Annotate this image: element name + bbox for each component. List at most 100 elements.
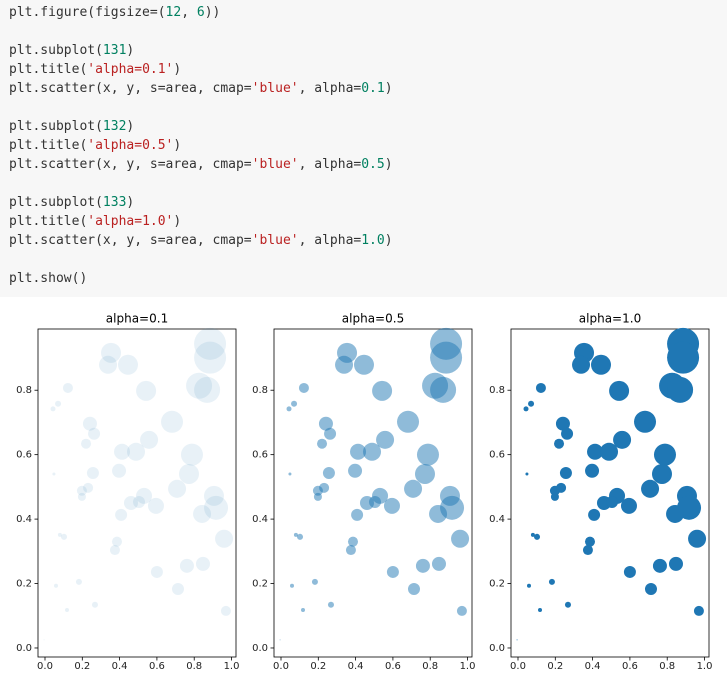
y-tick-label: 0.0 [252, 643, 268, 654]
x-tick-label: 0.6 [385, 661, 401, 672]
point [180, 443, 203, 466]
point [317, 438, 328, 449]
point [322, 467, 335, 480]
point [288, 472, 292, 476]
point [555, 416, 570, 431]
point [538, 607, 543, 612]
y-tick-label: 0.0 [16, 643, 32, 654]
point [75, 578, 82, 585]
point [582, 545, 593, 556]
point [584, 536, 595, 547]
point [61, 533, 68, 540]
point [171, 583, 184, 596]
y-tick-label: 0.8 [16, 385, 32, 396]
point [416, 443, 439, 466]
point [76, 485, 87, 496]
point [530, 532, 535, 537]
point [600, 442, 619, 461]
point [688, 529, 707, 548]
point [415, 558, 430, 573]
point [609, 380, 630, 401]
y-tick-label: 0.6 [489, 450, 505, 461]
point [548, 578, 555, 585]
x-tick-label: 1.0 [224, 661, 240, 672]
x-tick-label: 0.6 [149, 661, 165, 672]
point [634, 410, 657, 433]
point [564, 601, 571, 608]
code-line: plt.title('alpha=0.5') [9, 138, 181, 153]
point [168, 479, 187, 498]
point [215, 529, 234, 548]
point [118, 354, 138, 375]
point [127, 442, 146, 461]
point [81, 438, 92, 449]
point [516, 639, 518, 641]
point [641, 479, 660, 498]
point [376, 430, 395, 449]
point [693, 605, 704, 616]
point [50, 406, 56, 412]
point [136, 380, 157, 401]
point [414, 463, 435, 484]
point [83, 482, 94, 493]
point [111, 536, 122, 547]
y-tick-label: 0.6 [252, 450, 268, 461]
point [525, 472, 529, 476]
point [133, 496, 146, 509]
point [179, 558, 194, 573]
y-tick-label: 0.2 [16, 579, 32, 590]
point [327, 601, 334, 608]
point [194, 376, 221, 403]
point [651, 463, 672, 484]
point [383, 497, 400, 514]
point [386, 565, 399, 578]
code-line: plt.scatter(x, y, s=area, cmap='blue', a… [9, 157, 393, 172]
point [114, 443, 131, 460]
y-tick-label: 0.2 [489, 579, 505, 590]
x-tick-label: 1.0 [697, 661, 713, 672]
point [82, 416, 97, 431]
point [587, 443, 604, 460]
point [372, 380, 393, 401]
x-tick-label: 1.0 [460, 661, 476, 672]
x-tick-label: 0.6 [622, 661, 638, 672]
point [430, 376, 457, 403]
point [311, 578, 318, 585]
code-line: plt.title('alpha=0.1') [9, 62, 181, 77]
point [585, 463, 600, 478]
point [653, 443, 676, 466]
x-tick-label: 0.8 [422, 661, 438, 672]
x-tick-label: 0.2 [74, 661, 90, 672]
chart-title: alpha=1.0 [579, 312, 641, 326]
point [109, 545, 120, 556]
point [606, 496, 619, 509]
y-tick-label: 0.0 [489, 643, 505, 654]
point [451, 529, 470, 548]
point [313, 492, 322, 501]
point [123, 495, 138, 510]
point [550, 492, 559, 501]
point [319, 482, 330, 493]
point [291, 400, 298, 407]
point [298, 382, 309, 393]
point [195, 556, 210, 571]
x-tick-label: 0.4 [112, 661, 128, 672]
point [528, 400, 535, 407]
point [91, 601, 98, 608]
point [430, 341, 463, 374]
point [88, 427, 101, 440]
point [666, 504, 685, 523]
point [161, 410, 184, 433]
point [535, 382, 546, 393]
point [556, 482, 567, 493]
point [351, 508, 364, 521]
point [324, 427, 337, 440]
point [620, 497, 637, 514]
code-area [0, 0, 727, 297]
point [345, 545, 356, 556]
point [301, 607, 306, 612]
point [667, 341, 700, 374]
x-tick-label: 0.4 [348, 661, 364, 672]
point [407, 583, 420, 596]
